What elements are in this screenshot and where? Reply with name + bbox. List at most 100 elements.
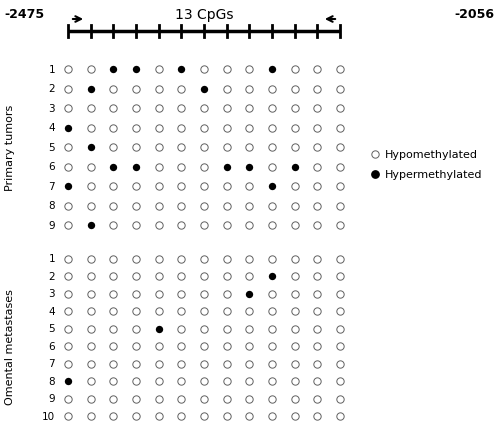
Point [290,378,298,385]
Point [314,378,322,385]
Point [132,308,140,315]
Point [110,183,118,190]
Point [268,144,276,151]
Point [154,203,162,210]
Point [314,360,322,367]
Point [246,395,254,402]
Point [64,325,72,332]
Point [132,144,140,151]
Point [290,413,298,420]
Point [64,395,72,402]
Point [336,325,344,332]
Point [200,183,208,190]
Point [200,86,208,93]
Point [336,291,344,297]
Point [222,222,230,229]
Point [132,183,140,190]
Point [110,291,118,297]
Point [110,144,118,151]
Point [268,395,276,402]
Point [336,222,344,229]
Point [110,125,118,132]
Point [178,164,186,170]
Point [290,360,298,367]
Point [110,308,118,315]
Point [200,413,208,420]
Point [132,360,140,367]
Point [110,256,118,262]
Point [290,343,298,350]
Point [246,308,254,315]
Point [222,395,230,402]
Point [290,164,298,170]
Point [246,86,254,93]
Point [178,125,186,132]
Point [268,105,276,112]
Point [314,86,322,93]
Text: 3: 3 [48,289,55,299]
Point [178,308,186,315]
Point [200,144,208,151]
Point [132,66,140,73]
Point [336,105,344,112]
Point [290,144,298,151]
Point [86,183,94,190]
Point [178,291,186,297]
Point [290,183,298,190]
Point [336,413,344,420]
Point [154,378,162,385]
Point [110,164,118,170]
Point [86,66,94,73]
Point [314,125,322,132]
Point [86,325,94,332]
Point [86,308,94,315]
Point [132,378,140,385]
Point [222,66,230,73]
Point [154,360,162,367]
Text: 8: 8 [48,201,55,211]
Point [268,203,276,210]
Point [200,395,208,402]
Point [336,308,344,315]
Point [268,413,276,420]
Point [200,203,208,210]
Point [222,125,230,132]
Point [314,343,322,350]
Point [86,291,94,297]
Point [64,86,72,93]
Point [336,66,344,73]
Text: Hypomethylated: Hypomethylated [385,150,478,160]
Point [132,203,140,210]
Point [268,164,276,170]
Point [132,413,140,420]
Point [132,343,140,350]
Point [290,325,298,332]
Point [178,360,186,367]
Point [132,395,140,402]
Point [246,291,254,297]
Point [268,291,276,297]
Point [336,273,344,280]
Point [314,256,322,262]
Point [154,256,162,262]
Point [86,164,94,170]
Point [314,66,322,73]
Point [246,164,254,170]
Point [314,222,322,229]
Point [132,273,140,280]
Point [154,125,162,132]
Point [336,183,344,190]
Point [110,273,118,280]
Point [290,105,298,112]
Point [132,256,140,262]
Point [246,273,254,280]
Point [200,360,208,367]
Point [246,66,254,73]
Point [200,125,208,132]
Point [110,66,118,73]
Point [290,125,298,132]
Point [314,395,322,402]
Point [178,183,186,190]
Point [132,125,140,132]
Point [154,395,162,402]
